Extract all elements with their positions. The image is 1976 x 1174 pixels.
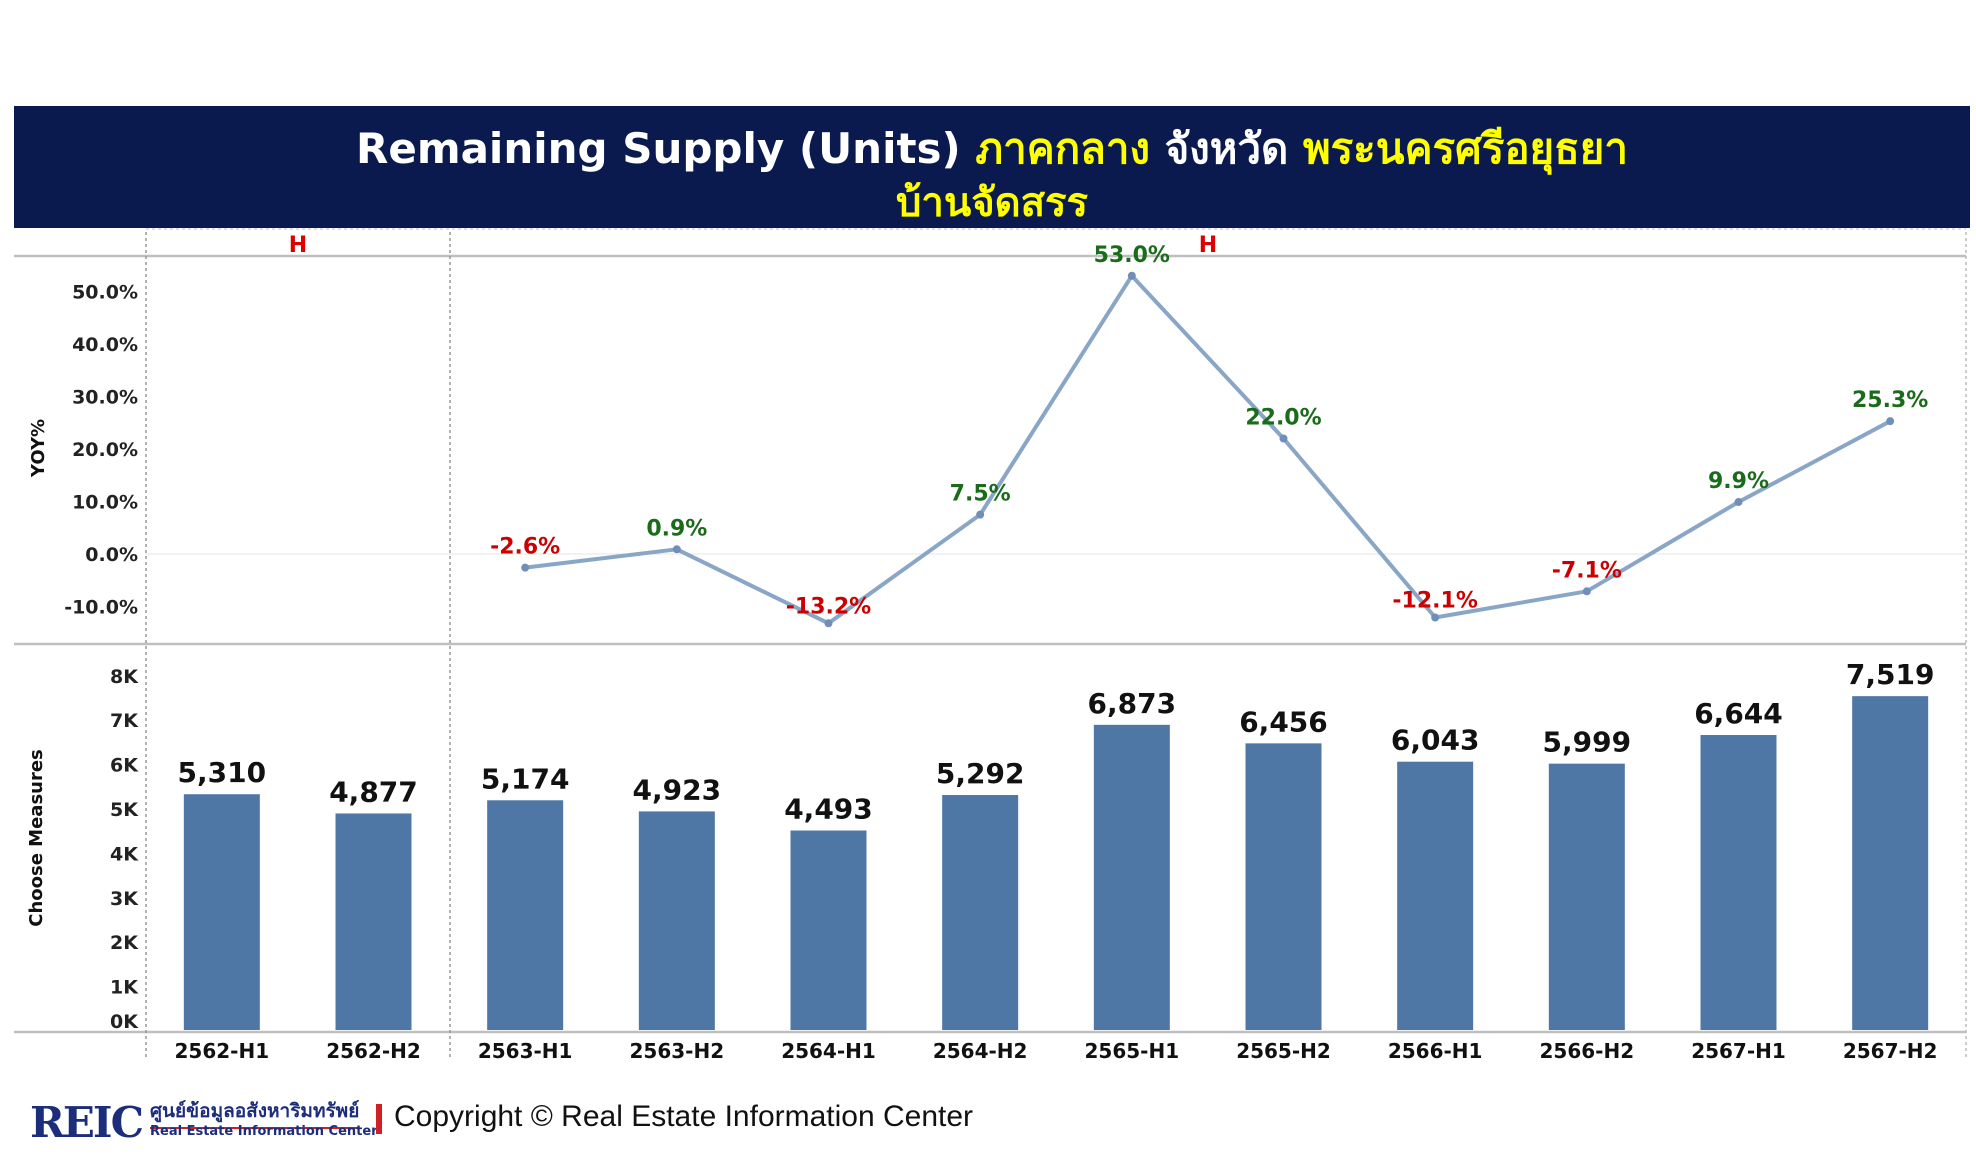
logo-thai-text: ศูนย์ข้อมูลอสังหาริมทรัพย์ xyxy=(150,1096,360,1129)
bar-value-label: 4,923 xyxy=(633,773,722,806)
axis-layer: H H 50.0% 40.0% 30.0% 20.0% 10.0% 0.0% -10.0% YOY… xyxy=(26,233,1937,1063)
chart-subtitle: บ้านจัดสรร xyxy=(896,180,1088,226)
bar-value-label: 6,043 xyxy=(1391,724,1480,757)
bar xyxy=(335,813,412,1030)
yoy-data-label: 7.5% xyxy=(950,482,1011,507)
title-banner: Remaining Supply (Units) ภาคกลาง จังหวัด… xyxy=(14,106,1970,228)
yoy-tick-label: 40.0% xyxy=(72,334,138,356)
x-tick-label: 2566-H1 xyxy=(1388,1039,1483,1063)
x-tick-label: 2567-H2 xyxy=(1843,1039,1938,1063)
bar xyxy=(790,830,867,1030)
yoy-tick-label: 30.0% xyxy=(72,387,138,409)
yoy-data-label: -12.1% xyxy=(1392,589,1477,614)
bar-value-label: 5,292 xyxy=(936,757,1025,790)
yoy-point xyxy=(824,619,833,628)
bar xyxy=(1397,761,1474,1030)
title-part1: Remaining Supply (Units) xyxy=(356,124,961,173)
yoy-data-label: 22.0% xyxy=(1245,406,1321,431)
yoy-point xyxy=(672,545,681,554)
x-tick-label: 2564-H2 xyxy=(933,1039,1028,1063)
logo-text: REIC xyxy=(30,1098,144,1147)
bar-tick-label: 0K xyxy=(110,1011,139,1033)
section-label-h: H xyxy=(1199,233,1217,258)
yoy-point xyxy=(1734,498,1743,507)
bar-tick-label: 4K xyxy=(110,843,139,865)
yoy-data-label: 25.3% xyxy=(1852,388,1928,413)
bar-value-label: 4,877 xyxy=(329,775,418,808)
x-tick-label: 2563-H1 xyxy=(478,1039,573,1063)
yoy-series-line xyxy=(524,273,1892,626)
bar xyxy=(183,794,260,1030)
bar-value-label: 6,873 xyxy=(1088,687,1177,720)
logo-english-text: Real Estate Information Center xyxy=(150,1124,378,1139)
yoy-data-label: 9.9% xyxy=(1708,469,1769,494)
bar-value-label: 5,174 xyxy=(481,762,570,795)
units-bar-chart: 5,310 4,877 5,174 4,923 4,493 5,292 6,873 6,456… xyxy=(178,658,1935,1030)
x-tick-label: 2562-H2 xyxy=(326,1039,421,1063)
yoy-point xyxy=(1279,434,1288,443)
yoy-point xyxy=(521,563,530,572)
yoy-point xyxy=(1582,587,1591,596)
reic-logo: REIC xyxy=(30,1098,144,1147)
yoy-data-label: 53.0% xyxy=(1094,243,1170,268)
bar xyxy=(1548,763,1625,1030)
x-tick-label: 2564-H1 xyxy=(781,1039,876,1063)
footer: REIC ศูนย์ข้อมูลอสังหาริมทรัพย์ Real Est… xyxy=(30,1094,1230,1154)
yoy-tick-label: -10.0% xyxy=(64,597,138,619)
section-label-h: H xyxy=(289,233,307,258)
chart-title: Remaining Supply (Units) ภาคกลาง จังหวัด… xyxy=(14,116,1970,182)
bar xyxy=(942,795,1019,1030)
yoy-data-label: -7.1% xyxy=(1552,558,1622,583)
yoy-tick-label: 50.0% xyxy=(72,282,138,304)
yoy-data-label: -13.2% xyxy=(786,594,871,619)
bar-tick-label: 3K xyxy=(110,888,139,910)
yoy-data-label: -2.6% xyxy=(490,535,560,560)
yoy-tick-label: 0.0% xyxy=(85,544,138,566)
yoy-tick-label: 10.0% xyxy=(72,492,138,514)
bar-value-label: 6,456 xyxy=(1239,705,1328,738)
title-region: ภาคกลาง xyxy=(975,124,1151,173)
title-province: พระนครศรีอยุธยา xyxy=(1302,124,1628,173)
yoy-line-chart: -2.6% 0.9% -13.2% 7.5% 53.0% 22.0% -12.1% -7.1%… xyxy=(490,243,1928,628)
bar-tick-label: 1K xyxy=(110,977,139,999)
yoy-axis-title: YOY% xyxy=(28,419,49,478)
bar-value-label: 5,999 xyxy=(1543,726,1632,759)
copyright-divider xyxy=(376,1104,382,1134)
bar xyxy=(1700,735,1777,1030)
bar xyxy=(1093,724,1170,1030)
x-tick-label: 2566-H2 xyxy=(1540,1039,1635,1063)
bar xyxy=(1852,696,1929,1030)
bar-tick-label: 7K xyxy=(110,710,139,732)
bar-tick-label: 5K xyxy=(110,799,139,821)
title-province-label: จังหวัด xyxy=(1164,124,1289,173)
x-tick-label: 2565-H1 xyxy=(1085,1039,1180,1063)
bar-value-label: 7,519 xyxy=(1846,658,1935,691)
bar-value-label: 6,644 xyxy=(1694,697,1783,730)
copyright-text: Copyright © Real Estate Information Cent… xyxy=(394,1100,974,1133)
bar xyxy=(1245,743,1322,1030)
yoy-point xyxy=(1886,417,1895,426)
x-tick-label: 2563-H2 xyxy=(630,1039,725,1063)
bar-tick-label: 2K xyxy=(110,932,139,954)
bar xyxy=(638,811,715,1030)
yoy-point xyxy=(1127,271,1136,280)
yoy-tick-label: 20.0% xyxy=(72,439,138,461)
x-tick-label: 2562-H1 xyxy=(175,1039,270,1063)
bar-value-label: 5,310 xyxy=(178,756,267,789)
x-tick-label: 2565-H2 xyxy=(1236,1039,1331,1063)
yoy-point xyxy=(1431,613,1440,622)
bar-tick-label: 6K xyxy=(110,755,139,777)
x-tick-label: 2567-H1 xyxy=(1691,1039,1786,1063)
yoy-point xyxy=(976,510,985,519)
bar-axis-title: Choose Measures xyxy=(26,749,47,927)
bar-tick-label: 8K xyxy=(110,666,139,688)
grid-layer xyxy=(14,228,1967,1060)
bar xyxy=(487,800,564,1030)
bar-value-label: 4,493 xyxy=(784,793,873,826)
yoy-data-label: 0.9% xyxy=(646,516,707,541)
